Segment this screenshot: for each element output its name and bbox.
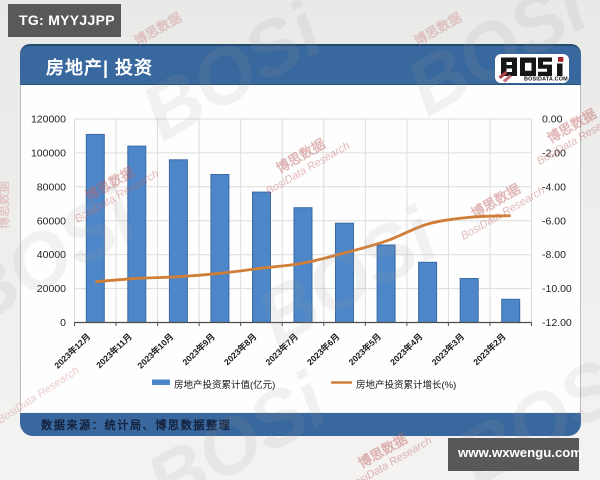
svg-text:80000: 80000 [37, 181, 66, 193]
svg-text:2023年12月: 2023年12月 [52, 331, 93, 371]
svg-text:40000: 40000 [37, 249, 66, 261]
svg-text:2023年6月: 2023年6月 [304, 331, 341, 367]
svg-text:-4.00: -4.00 [542, 181, 566, 193]
svg-text:2023年8月: 2023年8月 [221, 331, 258, 367]
svg-text:-8.00: -8.00 [542, 249, 566, 261]
svg-text:2023年11月: 2023年11月 [93, 331, 133, 370]
svg-text:2023年4月: 2023年4月 [387, 331, 424, 367]
svg-text:120000: 120000 [31, 114, 66, 126]
svg-text:2023年3月: 2023年3月 [429, 331, 466, 367]
svg-text:-6.00: -6.00 [542, 215, 566, 227]
svg-text:0.00: 0.00 [542, 114, 563, 126]
svg-text:0: 0 [60, 317, 66, 329]
svg-text:2023年7月: 2023年7月 [263, 331, 300, 367]
svg-text:60000: 60000 [37, 215, 66, 227]
svg-text:2023年2月: 2023年2月 [470, 331, 507, 367]
svg-text:房地产投资累计值(亿元): 房地产投资累计值(亿元) [174, 379, 275, 391]
svg-text:2023年5月: 2023年5月 [346, 331, 383, 367]
svg-text:2023年10月: 2023年10月 [135, 331, 176, 371]
svg-text:房地产投资累计增长(%): 房地产投资累计增长(%) [356, 379, 456, 391]
svg-text:20000: 20000 [37, 283, 66, 295]
svg-text:-2.00: -2.00 [542, 147, 566, 159]
svg-text:-10.00: -10.00 [542, 283, 572, 295]
svg-text:BOSIDATA.COM: BOSIDATA.COM [524, 77, 568, 83]
svg-text:100000: 100000 [31, 147, 66, 159]
svg-text:2023年9月: 2023年9月 [180, 331, 217, 367]
svg-text:-12.00: -12.00 [542, 317, 572, 329]
